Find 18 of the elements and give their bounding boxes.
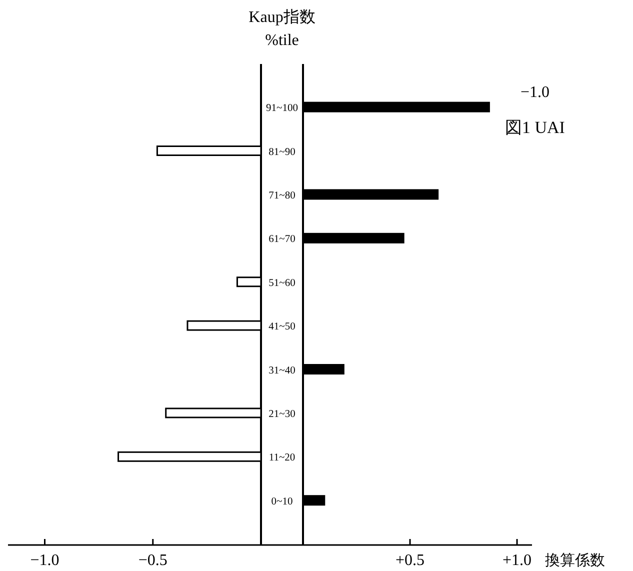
y-tick-label: 41~50 [268,322,296,333]
y-axis-title: Kaup指数 %tile [248,8,316,49]
y-tick-label: 11~20 [268,452,296,464]
y-tick-label: 0~10 [271,496,293,508]
annotation: 図1 UAI [505,118,566,137]
y-tick-label: 21~30 [268,408,296,420]
y-tick-label: 71~80 [268,190,296,202]
x-tick-label: +1.0 [502,552,532,569]
x-tick-label: +0.5 [395,552,425,569]
x-axis-title: 換算係数 [545,552,605,569]
y-tick-label: 31~40 [268,365,296,376]
x-tick-label: −0.5 [138,552,168,569]
y-tick-label: 81~90 [268,146,296,158]
y-tick-label: 61~70 [268,234,296,246]
y-tick-label: 91~100 [266,103,298,114]
y-tick-label: 51~60 [268,278,296,289]
x-tick-label: −1.0 [30,552,60,569]
annotation: −1.0 [520,84,550,101]
